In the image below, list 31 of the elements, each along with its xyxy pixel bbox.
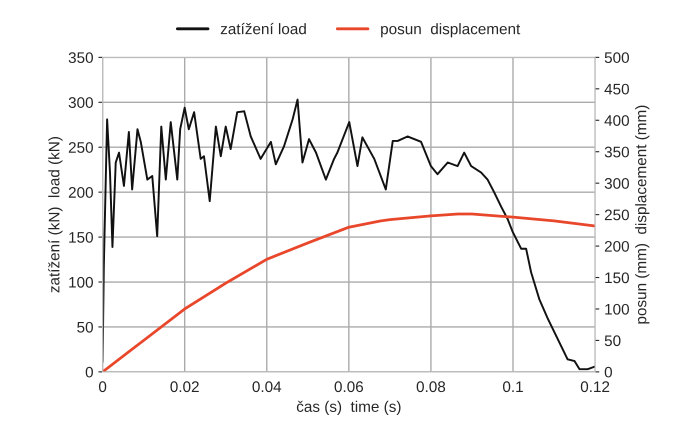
y2-tick-label: 350: [604, 146, 629, 158]
legend-label: zatížení load: [220, 22, 306, 34]
x-tick-label: 0.1: [502, 381, 523, 392]
y-tick-label: 200: [68, 187, 93, 198]
y2-tick-label: 250: [604, 209, 629, 220]
y-tick-label: 150: [69, 232, 93, 243]
y-tick-label: 250: [68, 142, 93, 153]
y-tick-label: 100: [69, 276, 93, 288]
y2-tick-label: 500: [604, 52, 629, 64]
x-tick-label: 0.04: [252, 381, 282, 392]
y-tick-label: 0: [86, 366, 93, 378]
x-tick-label: 0.12: [580, 381, 610, 392]
x-axis-title: čas (s) time (s): [296, 400, 401, 415]
y2-tick-label: 100: [605, 304, 629, 315]
y2-tick-label: 50: [604, 335, 621, 346]
y2-tick-label: 450: [604, 84, 629, 95]
y2-axis-title: posun (mm) displacement (mm): [635, 106, 650, 324]
y2-tick-label: 0: [604, 366, 612, 378]
y-tick-label: 350: [68, 52, 93, 64]
x-tick-label: 0: [98, 381, 106, 392]
y2-tick-label: 400: [604, 115, 629, 126]
x-tick-label: 0.06: [334, 381, 364, 392]
y2-tick-label: 300: [604, 178, 629, 189]
legend-label: posun displacement: [381, 23, 520, 38]
y-axis-title: zatížení (kN) load (kN): [48, 137, 63, 293]
y2-tick-label: 200: [604, 240, 629, 252]
y-tick-label: 300: [68, 97, 93, 108]
x-tick-label: 0.08: [416, 381, 446, 392]
x-tick-label: 0.02: [170, 381, 199, 392]
y2-tick-label: 150: [605, 272, 629, 284]
y-tick-label: 50: [77, 322, 93, 333]
